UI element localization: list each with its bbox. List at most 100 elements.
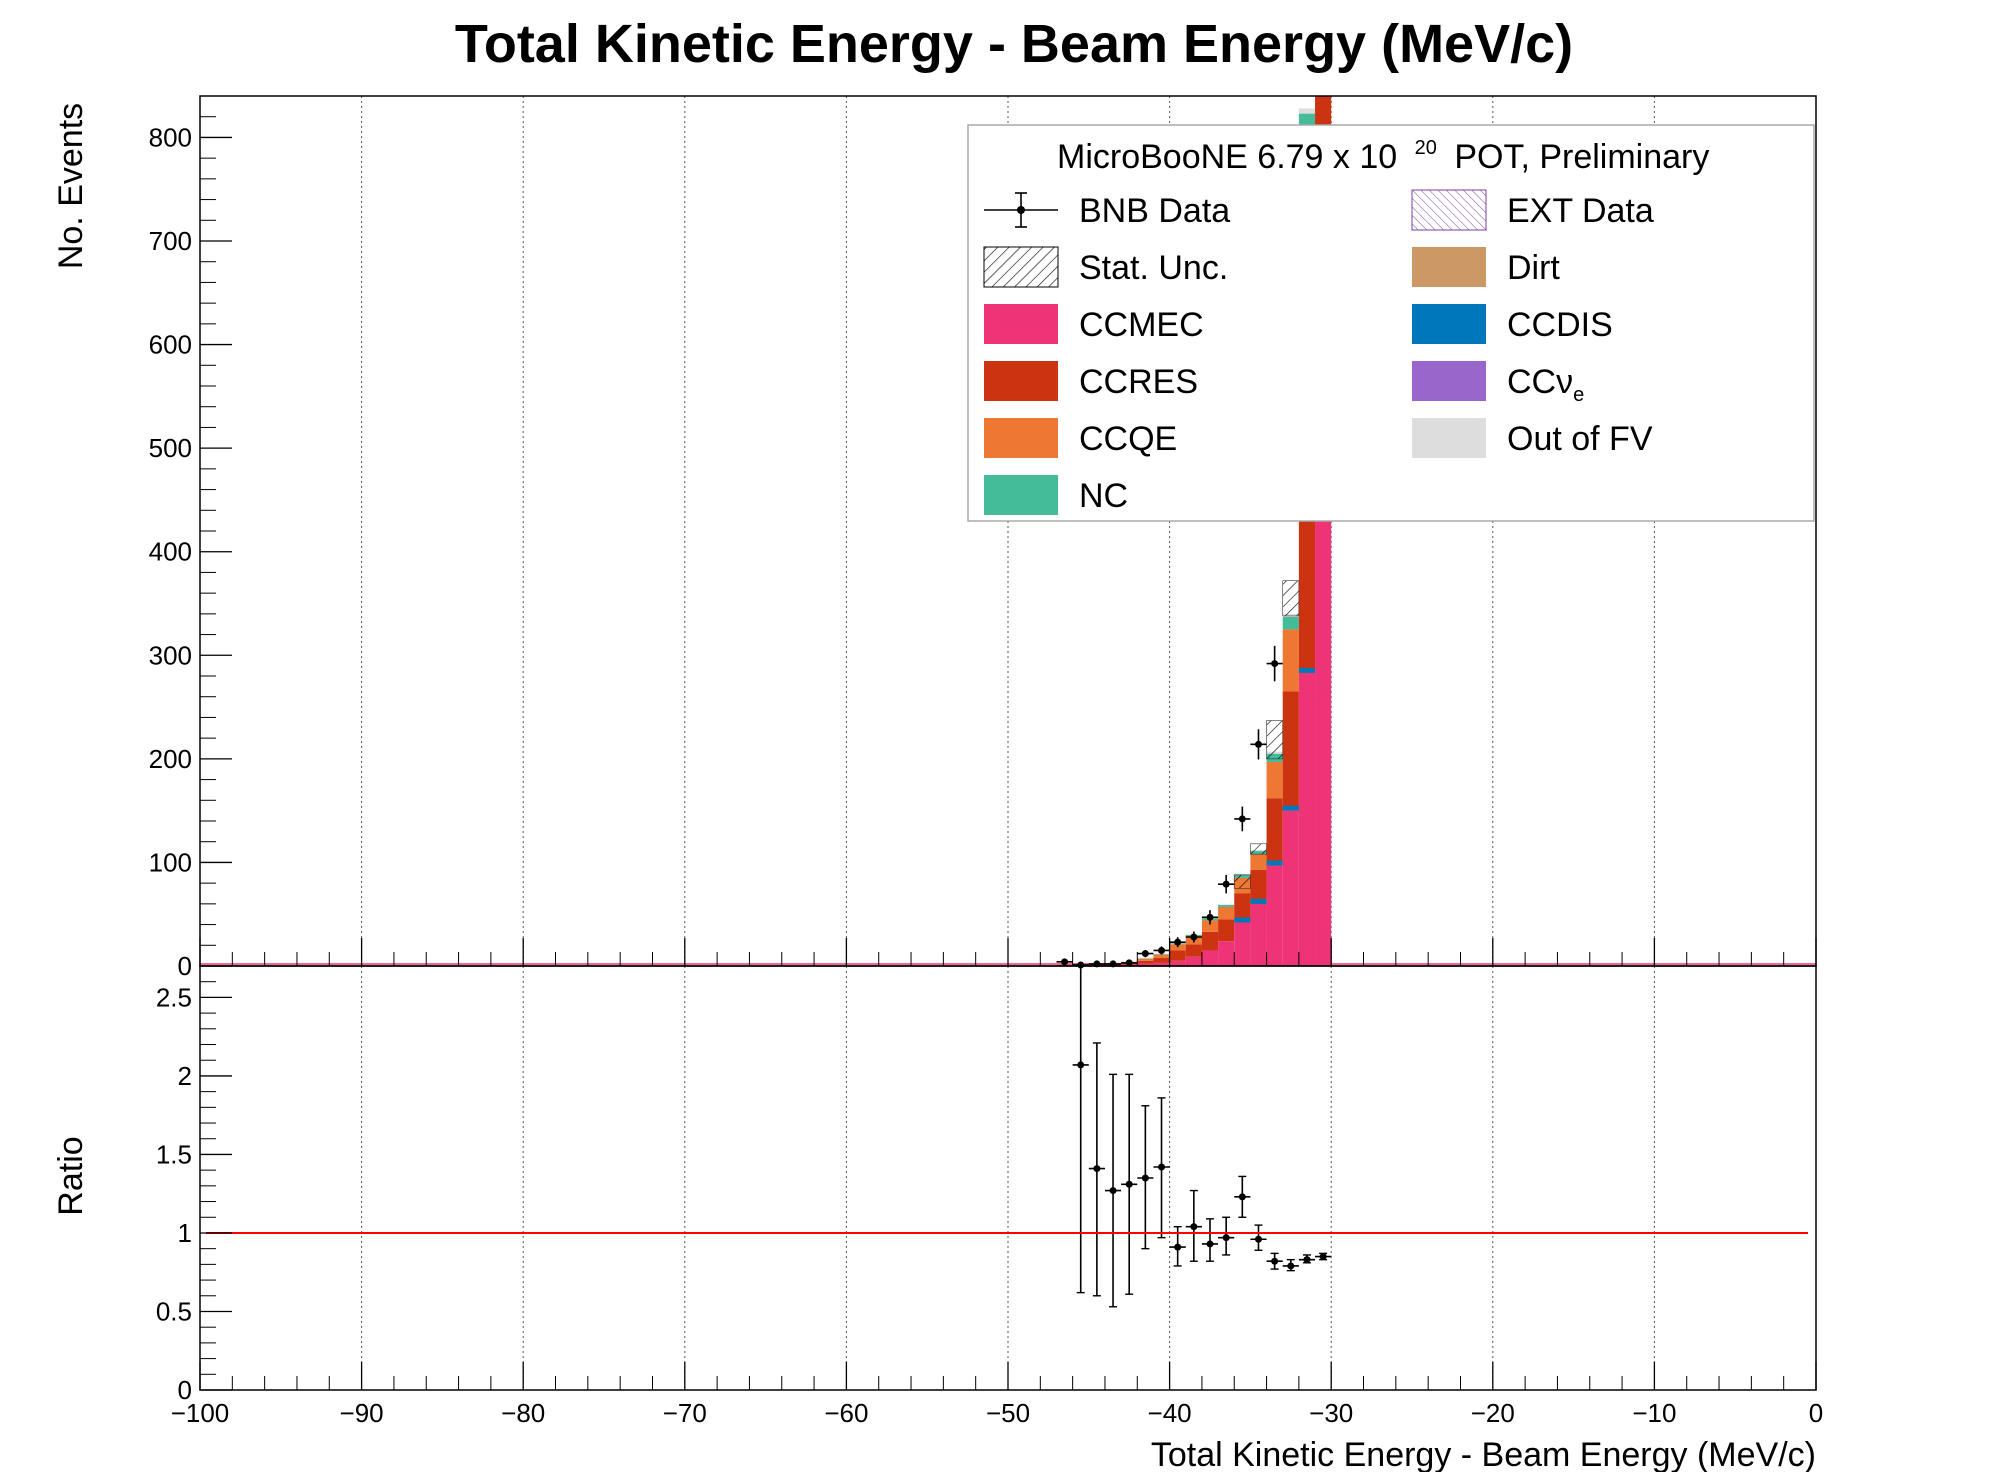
ratio-point <box>1109 1187 1117 1195</box>
bar-ccqe <box>1153 954 1170 958</box>
x-tick-label: −50 <box>986 1398 1030 1428</box>
bar-ccdis <box>1298 667 1316 673</box>
bar-oofv <box>1218 904 1235 905</box>
data-point <box>1174 938 1182 946</box>
legend-box <box>967 124 1815 522</box>
x-tick-label: −20 <box>1471 1398 1515 1428</box>
legend-entry-ccdis: CCDIS <box>1412 304 1613 344</box>
legend-label: BNB Data <box>1079 192 1230 230</box>
bar-ccmec <box>1298 672 1316 966</box>
bar-ccmec <box>1282 810 1299 966</box>
bar-oofv <box>1298 108 1316 114</box>
bar-ccqe <box>1266 761 1283 799</box>
legend-label-text: CCQE <box>1079 420 1177 458</box>
legend-header-exponent: 20 <box>1415 137 1437 159</box>
legend-header-text: MicroBooNE 6.79 x 10 <box>1057 138 1397 176</box>
bar-ccmec <box>1185 956 1202 966</box>
x-tick-label: 0 <box>1809 1398 1823 1428</box>
x-tick-label: −60 <box>824 1398 868 1428</box>
ratio-point <box>1238 1193 1246 1201</box>
legend: MicroBooNE 6.79 x 10 20 POT, Preliminary… <box>967 124 1815 522</box>
data-point <box>1222 880 1230 888</box>
data-point <box>1206 913 1214 921</box>
ratio-point <box>1206 1240 1214 1248</box>
legend-label: Out of FV <box>1507 420 1653 458</box>
ratio-point <box>1271 1257 1279 1265</box>
legend-header-tail: POT, Preliminary <box>1454 138 1709 176</box>
y-axis-label-top: No. Events <box>52 103 90 269</box>
legend-label-text: Out of FV <box>1507 420 1653 458</box>
y-tick-label-bottom: 0 <box>178 1375 192 1405</box>
stat-uncertainty-boxes <box>1233 580 1300 889</box>
ratio-point <box>1303 1256 1311 1264</box>
y-tick-label-top: 800 <box>149 122 192 152</box>
x-tick-label: −30 <box>1309 1398 1353 1428</box>
bar-ccqe <box>1315 0 1331 13</box>
legend-entry-ccnue: CCνe <box>1412 361 1584 406</box>
legend-swatch <box>984 475 1058 515</box>
bar-ccmec <box>1201 950 1219 966</box>
top-y-axis: 0 100 200 300 400 500 600 700 800 <box>149 95 232 981</box>
bar-ccres <box>1266 798 1283 866</box>
legend-label: CCνe <box>1507 363 1584 406</box>
bar-ccmec <box>1137 963 1154 966</box>
bar-ccqe <box>1218 906 1235 920</box>
legend-entry-ext: EXT Data <box>1411 189 1654 231</box>
legend-marker-dot <box>1017 206 1025 214</box>
y-axis-label-bottom: Ratio <box>52 1136 90 1215</box>
legend-entry-bnb: BNB Data <box>984 192 1230 230</box>
y-tick-label-top: 700 <box>149 226 192 256</box>
data-point <box>1254 740 1262 748</box>
data-point <box>1158 946 1166 954</box>
legend-label-text: Dirt <box>1507 249 1560 287</box>
legend-label: CCQE <box>1079 420 1177 458</box>
stat-unc-box <box>1282 580 1300 617</box>
legend-swatch <box>984 418 1058 458</box>
y-tick-label-bottom: 1.5 <box>156 1139 192 1169</box>
bar-ccmec <box>1218 941 1235 966</box>
legend-swatch <box>984 304 1058 344</box>
y-tick-label-top: 0 <box>178 951 192 981</box>
bar-ccres <box>1201 931 1219 951</box>
y-tick-label-top: 500 <box>149 433 192 463</box>
data-point <box>1125 959 1133 967</box>
ratio-point <box>1093 1165 1101 1173</box>
bnb-data-points <box>1056 645 1283 969</box>
y-tick-label-bottom: 2.5 <box>156 982 192 1012</box>
y-tick-label-bottom: 0.5 <box>156 1296 192 1326</box>
legend-swatch <box>1412 361 1486 401</box>
data-point <box>1141 950 1149 958</box>
bar-ccres <box>1234 893 1251 923</box>
legend-label-text: EXT Data <box>1507 192 1654 230</box>
data-point <box>1271 660 1279 668</box>
ratio-point <box>1141 1174 1149 1182</box>
bar-ccdis <box>1234 917 1251 923</box>
y-tick-label-bottom: 2 <box>178 1061 192 1091</box>
bar-ccres <box>1185 944 1202 957</box>
bar-ccqe <box>1137 958 1154 961</box>
data-point <box>1238 815 1246 823</box>
bar-ccqe <box>1201 920 1219 932</box>
legend-label: EXT Data <box>1507 192 1654 230</box>
legend-swatch <box>1412 304 1486 344</box>
bar-ccres <box>1250 869 1267 904</box>
ratio-point <box>1174 1243 1182 1251</box>
stat-unc-box <box>1266 720 1284 760</box>
data-point <box>1190 933 1198 941</box>
y-tick-label-top: 400 <box>149 537 192 567</box>
bar-nc <box>1218 904 1235 907</box>
ratio-point <box>1319 1253 1327 1261</box>
bar-ccres <box>1137 960 1154 964</box>
legend-label-subscript: e <box>1573 384 1584 406</box>
x-axis: −100 −90 −80 −70 −60 −50 −40 −30 −20 −10 0 <box>171 938 1823 1428</box>
y-tick-label-bottom: 1 <box>178 1218 192 1248</box>
data-point <box>1061 958 1069 966</box>
y-tick-label-top: 600 <box>149 330 192 360</box>
ratio-points <box>1072 966 1332 1308</box>
legend-entry-stat: Stat. Unc. <box>983 246 1228 288</box>
bar-ccdis <box>1282 805 1299 811</box>
chart-title: Total Kinetic Energy - Beam Energy (MeV/… <box>455 14 1573 74</box>
legend-entry-nc: NC <box>984 475 1128 515</box>
ratio-point <box>1125 1180 1133 1188</box>
bar-nc <box>1137 958 1154 959</box>
